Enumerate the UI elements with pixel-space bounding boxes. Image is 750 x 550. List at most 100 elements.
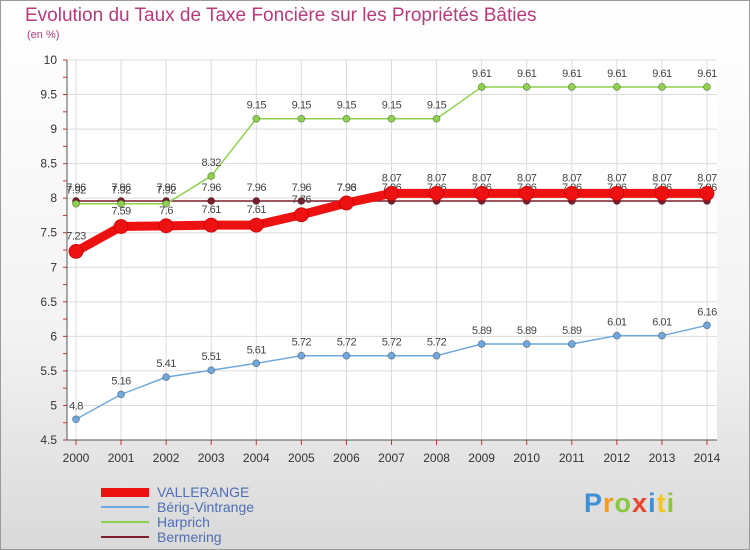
data-label-vallerange: 8.07 <box>607 172 627 184</box>
y-tick-label: 5 <box>50 398 57 412</box>
y-tick-label: 9 <box>50 122 57 136</box>
data-label-bermering: 7.96 <box>337 182 357 194</box>
data-point-berig-vintrange <box>207 366 216 375</box>
legend-swatch-harprich <box>101 521 149 523</box>
data-point-berig-vintrange <box>387 351 396 360</box>
data-point-bermering <box>252 197 261 205</box>
x-tick-label: 2007 <box>378 451 405 465</box>
data-point-berig-vintrange <box>432 351 441 360</box>
data-label-berig-vintrange: 5.16 <box>111 375 131 387</box>
data-point-vallerange <box>68 243 84 259</box>
logo-letter: r <box>603 488 615 518</box>
data-label-harprich: 9.15 <box>427 100 447 112</box>
data-label-vallerange: 8.07 <box>472 172 492 184</box>
x-tick-label: 2000 <box>63 451 90 465</box>
data-label-vallerange: 7.6 <box>159 205 173 217</box>
logo-letter: o <box>614 488 633 518</box>
data-label-bermering: 7.96 <box>111 182 131 194</box>
data-label-vallerange: 7.59 <box>111 206 131 218</box>
data-label-harprich: 8.32 <box>202 157 222 169</box>
x-tick-label: 2010 <box>513 451 540 465</box>
x-tick-label: 2011 <box>559 451 585 465</box>
data-point-vallerange <box>519 185 535 201</box>
data-point-vallerange <box>339 195 354 211</box>
chart-title: Evolution du Taux de Taxe Foncière sur l… <box>25 5 537 26</box>
data-point-vallerange <box>429 185 444 201</box>
legend-swatch-berig-vintrange <box>101 506 149 508</box>
logo-letter: t <box>656 488 667 518</box>
data-label-vallerange: 7.93 <box>337 182 357 194</box>
proxiti-logo: Proxiti <box>584 488 675 519</box>
data-point-vallerange <box>564 185 580 201</box>
data-point-harprich <box>72 199 80 208</box>
data-label-berig-vintrange: 5.61 <box>247 344 267 356</box>
data-point-harprich <box>297 114 306 123</box>
x-tick-label: 2013 <box>649 451 676 465</box>
data-point-berig-vintrange <box>612 331 621 340</box>
data-point-harprich <box>387 114 396 123</box>
data-label-berig-vintrange: 6.16 <box>697 306 717 318</box>
x-tick-label: 2008 <box>423 451 450 465</box>
data-label-berig-vintrange: 6.01 <box>652 317 672 329</box>
data-label-harprich: 9.15 <box>382 100 402 112</box>
x-tick-label: 2005 <box>288 451 315 465</box>
data-point-berig-vintrange <box>522 340 531 348</box>
legend-swatch-bermering <box>101 536 149 538</box>
x-tick-label: 2002 <box>153 451 180 465</box>
data-point-bermering <box>297 197 306 205</box>
data-label-bermering: 7.96 <box>292 182 312 194</box>
data-label-berig-vintrange: 6.01 <box>607 317 627 329</box>
data-label-vallerange: 7.61 <box>202 204 222 216</box>
data-label-harprich: 9.61 <box>517 68 537 80</box>
data-label-vallerange: 7.23 <box>66 230 86 242</box>
data-point-harprich <box>567 83 576 91</box>
data-point-berig-vintrange <box>703 321 711 330</box>
logo-letter: i <box>648 488 657 518</box>
data-point-vallerange <box>293 207 309 223</box>
data-point-berig-vintrange <box>162 373 171 382</box>
y-tick-label: 6.5 <box>40 295 57 309</box>
data-label-harprich: 7.92 <box>111 185 131 197</box>
data-point-harprich <box>522 83 531 91</box>
data-point-harprich <box>252 114 261 123</box>
data-point-vallerange <box>203 217 219 233</box>
data-point-vallerange <box>474 185 490 201</box>
legend-label: Bermering <box>157 529 222 545</box>
data-label-harprich: 7.92 <box>66 185 86 197</box>
logo-letter: i <box>666 488 676 518</box>
legend-label: Bérig-Vintrange <box>157 499 255 515</box>
data-point-berig-vintrange <box>297 351 306 360</box>
data-label-harprich: 7.92 <box>156 185 176 197</box>
data-label-harprich: 9.61 <box>562 68 582 80</box>
data-label-berig-vintrange: 5.72 <box>427 337 447 349</box>
data-point-vallerange <box>158 218 174 234</box>
data-point-berig-vintrange <box>342 351 351 360</box>
data-point-harprich <box>703 83 711 91</box>
data-label-harprich: 9.61 <box>652 68 672 80</box>
data-label-berig-vintrange: 5.89 <box>562 325 582 337</box>
data-point-vallerange <box>248 217 264 233</box>
data-point-harprich <box>162 199 171 208</box>
data-label-berig-vintrange: 5.72 <box>337 337 357 349</box>
legend-swatch-vallerange <box>101 488 149 497</box>
data-label-bermering: 7.96 <box>156 182 176 194</box>
data-label-harprich: 9.15 <box>292 100 312 112</box>
y-tick-label: 4.5 <box>40 433 57 447</box>
data-label-vallerange: 8.07 <box>652 172 672 184</box>
data-point-berig-vintrange <box>117 390 125 399</box>
data-label-vallerange: 8.07 <box>517 172 537 184</box>
data-label-harprich: 9.61 <box>607 68 627 80</box>
data-point-vallerange <box>113 219 129 234</box>
y-tick-label: 10 <box>44 53 58 67</box>
data-label-vallerange: 7.76 <box>292 194 312 206</box>
data-label-vallerange: 8.07 <box>697 172 717 184</box>
data-point-vallerange <box>384 185 399 201</box>
data-point-vallerange <box>699 185 715 201</box>
data-label-harprich: 9.15 <box>247 100 267 112</box>
data-point-berig-vintrange <box>567 340 576 348</box>
data-point-vallerange <box>609 185 625 201</box>
y-tick-label: 7.5 <box>40 226 57 240</box>
data-point-harprich <box>432 114 441 123</box>
